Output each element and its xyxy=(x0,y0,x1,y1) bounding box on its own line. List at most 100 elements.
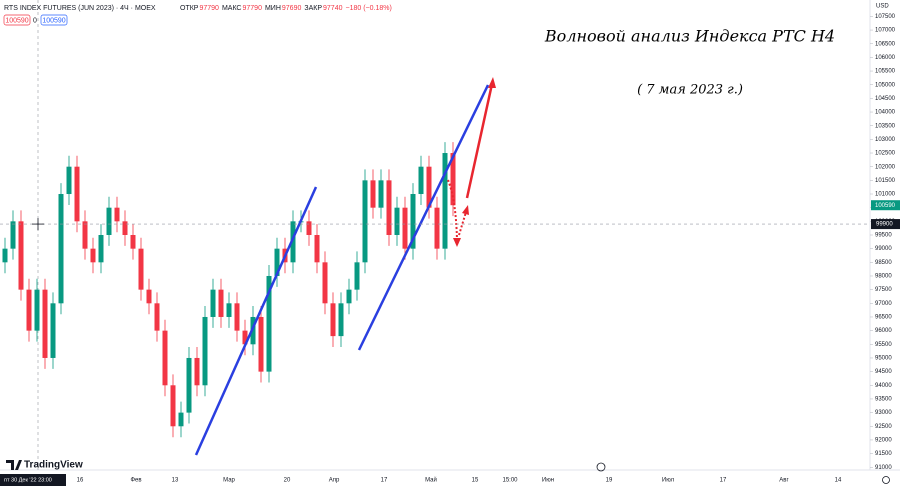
y-tick-label: 97000 xyxy=(875,301,892,307)
y-tick-label: 101000 xyxy=(875,192,896,198)
x-tick-label: 17 xyxy=(381,478,388,484)
candle-body xyxy=(2,248,8,263)
candle-body xyxy=(434,207,440,249)
x-tick-label: 15:00 xyxy=(502,478,518,484)
y-tick-label: 103500 xyxy=(875,123,896,129)
candle-body xyxy=(10,221,16,249)
y-tick-label: 92500 xyxy=(875,424,892,430)
candle-body xyxy=(106,207,112,235)
candle-body xyxy=(138,248,144,290)
candle-body xyxy=(178,412,184,427)
candle-body xyxy=(362,180,368,263)
candle-body xyxy=(186,357,192,413)
y-tick-label: 102500 xyxy=(875,151,896,157)
x-tick-label: Апр xyxy=(329,478,340,484)
crosshair-price-box xyxy=(871,219,900,230)
candle-body xyxy=(218,289,224,317)
ohlc-value: 97690 xyxy=(282,5,302,12)
y-tick-label: 91000 xyxy=(875,465,892,471)
candle-body xyxy=(314,235,320,263)
candle-body xyxy=(74,166,80,222)
candle-body xyxy=(98,235,104,263)
candle-body xyxy=(50,303,56,358)
candle-body xyxy=(170,385,176,427)
y-tick-label: 98500 xyxy=(875,260,892,266)
box-value: 100590 xyxy=(42,17,65,24)
y-tick-label: 93500 xyxy=(875,397,892,403)
ohlc-value: 97790 xyxy=(199,5,219,12)
x-tick-label: Фев xyxy=(130,478,141,484)
candle-body xyxy=(26,289,32,331)
change: −180 (−0.18%) xyxy=(345,5,391,12)
ohlc-header: ОТКР 97790 МАКС 97790 МИН 97690 ЗАКР 97740 −180 … xyxy=(180,5,392,12)
y-tick-label: 103000 xyxy=(875,137,896,143)
y-tick-label: 95000 xyxy=(875,356,892,362)
settings-button[interactable] xyxy=(882,476,890,484)
brand-name: TradingView xyxy=(24,460,83,471)
candle-body xyxy=(450,153,456,206)
last-price-box xyxy=(871,200,900,211)
goto-button[interactable] xyxy=(596,462,606,472)
candle-body xyxy=(426,166,432,208)
crosshair-price: 99900 xyxy=(876,222,893,228)
trend-line xyxy=(194,186,318,456)
y-tick-label: 95500 xyxy=(875,342,892,348)
candle-body xyxy=(18,221,24,290)
logo-icon xyxy=(6,460,22,470)
ohlc-label: ЗАКР xyxy=(304,5,322,12)
candle-body xyxy=(234,303,240,331)
annotation-title: Волновой анализ Индекса РТС Н4 xyxy=(544,27,835,46)
x-tick-label: 13 xyxy=(172,478,179,484)
arrow-head xyxy=(462,205,469,215)
candle-body xyxy=(370,180,376,208)
y-tick-label: 99000 xyxy=(875,246,892,252)
y-tick-label: 105000 xyxy=(875,82,896,88)
candle-body xyxy=(226,303,232,317)
x-tick-label: Авг xyxy=(779,478,789,484)
candle-body xyxy=(58,194,64,304)
arrow-head xyxy=(453,238,461,247)
candle-body xyxy=(114,207,120,222)
candle-body xyxy=(42,289,48,358)
candle-body xyxy=(378,180,384,208)
candle-body xyxy=(34,289,40,331)
candle-body xyxy=(418,166,424,195)
y-tick-label: 107500 xyxy=(875,14,896,20)
candle-body xyxy=(82,221,88,249)
candle-body xyxy=(202,316,208,386)
x-tick-label: Май xyxy=(425,477,437,484)
y-tick-label: 107000 xyxy=(875,28,896,34)
y-tick-label: 102000 xyxy=(875,164,896,170)
candle-body xyxy=(130,235,136,249)
candle-body xyxy=(338,303,344,337)
x-tick-label: 17 xyxy=(720,478,727,484)
crosshair-time: пт 30 Дек '22 23:00 xyxy=(4,477,52,483)
candle-body xyxy=(386,180,392,235)
y-tick-label: 97500 xyxy=(875,287,892,293)
currency: USD xyxy=(876,4,889,10)
arrow-head xyxy=(488,77,496,88)
brand-logo: TradingView xyxy=(6,460,83,471)
candle-body xyxy=(66,166,72,195)
candle-body xyxy=(266,275,272,372)
y-tick-label: 91500 xyxy=(875,451,892,457)
forecast-arrow xyxy=(465,83,494,199)
y-tick-label: 106500 xyxy=(875,41,896,47)
ohlc-label: МАКС xyxy=(222,5,242,12)
x-tick-label: 16 xyxy=(77,478,84,484)
box-value: 100590 xyxy=(5,17,28,24)
candle-body xyxy=(306,221,312,235)
y-tick-label: 96000 xyxy=(875,328,892,334)
candle-body xyxy=(90,248,96,263)
ohlc-label: ОТКР xyxy=(180,5,199,12)
y-tick-label: 93000 xyxy=(875,410,892,416)
candle-body xyxy=(330,303,336,337)
candle-body xyxy=(242,330,248,345)
candle-body xyxy=(154,303,160,331)
forecast-dotted xyxy=(447,179,458,241)
y-tick-label: 99500 xyxy=(875,233,892,239)
candle-body xyxy=(322,262,328,304)
y-tick-label: 104500 xyxy=(875,96,896,102)
